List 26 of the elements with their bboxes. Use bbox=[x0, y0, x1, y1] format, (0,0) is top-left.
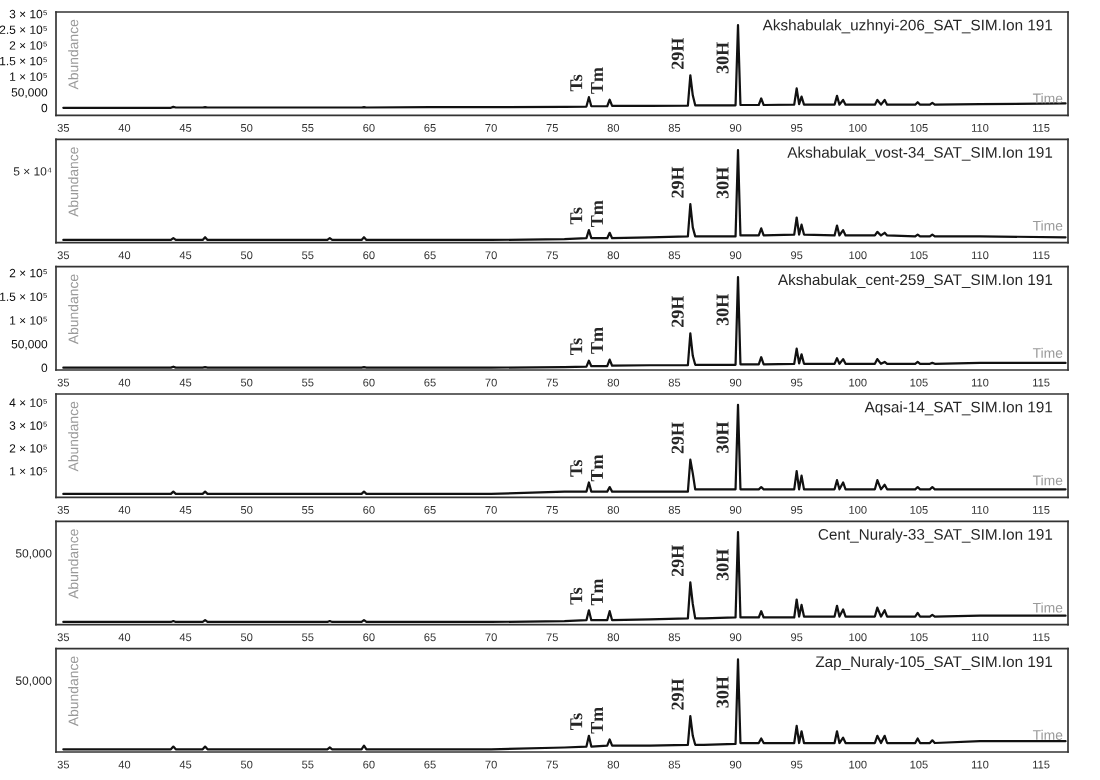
annotation: 29H bbox=[671, 166, 684, 198]
annotation: 30H bbox=[716, 42, 729, 74]
annotation: 29H bbox=[671, 422, 684, 454]
annotation: 29H bbox=[671, 295, 684, 327]
annotation: Tm bbox=[591, 707, 603, 734]
annotation: Ts bbox=[570, 74, 583, 92]
annotation: Ts bbox=[570, 587, 583, 605]
annotation: Ts bbox=[570, 338, 583, 355]
annotation: 29H bbox=[671, 678, 684, 710]
annotation: 30H bbox=[716, 294, 729, 326]
annotation: 30H bbox=[716, 676, 729, 708]
annotation: Tm bbox=[591, 327, 603, 354]
annotation: Ts bbox=[570, 207, 583, 225]
line-series bbox=[62, 275, 1067, 369]
annotation: Ts bbox=[570, 713, 583, 730]
annotation: 29H bbox=[671, 37, 684, 69]
annotation: Tm bbox=[591, 578, 603, 606]
line-series bbox=[62, 403, 1067, 496]
annotation: 29H bbox=[671, 545, 684, 577]
annotation: 30H bbox=[716, 421, 729, 453]
annotation: Tm bbox=[591, 454, 603, 482]
annotation: 30H bbox=[716, 549, 729, 581]
annotation: Tm bbox=[591, 200, 603, 227]
annotation: Ts bbox=[570, 459, 583, 477]
annotation: Tm bbox=[591, 67, 603, 94]
annotation: 30H bbox=[716, 167, 729, 199]
